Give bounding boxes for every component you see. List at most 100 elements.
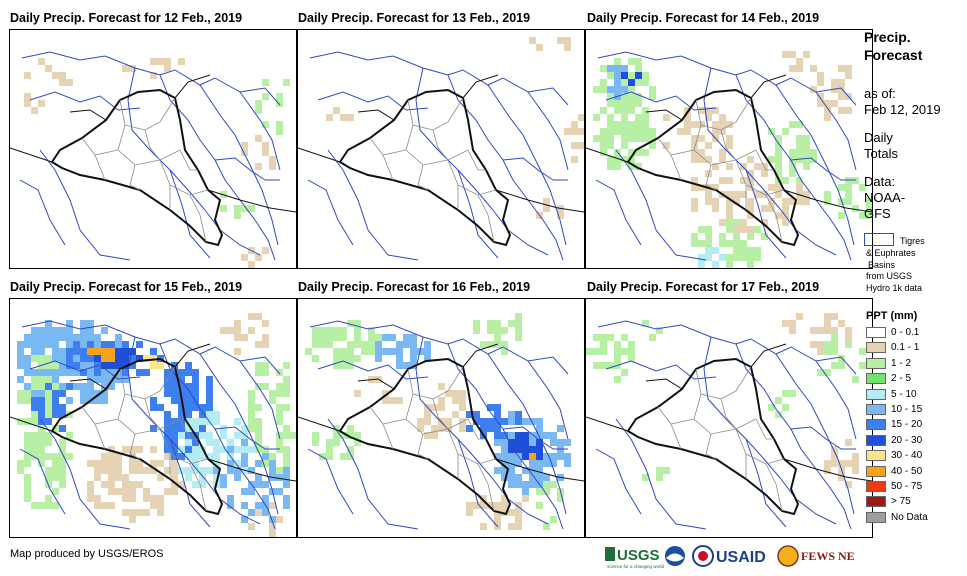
precip-cell bbox=[859, 362, 866, 369]
precip-cell bbox=[122, 65, 129, 72]
precip-cell bbox=[642, 135, 649, 142]
precip-cell bbox=[38, 432, 45, 439]
precip-cell bbox=[382, 334, 389, 341]
precip-cell bbox=[199, 411, 206, 418]
precip-cell bbox=[508, 523, 515, 530]
precip-cell bbox=[59, 390, 66, 397]
precip-cell bbox=[375, 348, 382, 355]
precip-cell bbox=[726, 205, 733, 212]
precip-cell bbox=[824, 467, 831, 474]
precip-cell bbox=[838, 93, 845, 100]
precip-cell bbox=[529, 37, 536, 44]
precip-cell bbox=[424, 411, 431, 418]
precip-cell bbox=[487, 418, 494, 425]
precip-cell bbox=[543, 488, 550, 495]
precip-cell bbox=[340, 334, 347, 341]
precip-cell bbox=[691, 198, 698, 205]
precip-cell bbox=[621, 86, 628, 93]
precip-cell bbox=[403, 362, 410, 369]
precip-cell bbox=[501, 418, 508, 425]
precip-cell bbox=[438, 425, 445, 432]
precip-cell bbox=[698, 226, 705, 233]
legend-swatch bbox=[866, 342, 886, 354]
precip-cell bbox=[438, 404, 445, 411]
precip-cell bbox=[852, 205, 859, 212]
precip-cell bbox=[649, 142, 656, 149]
precip-cell bbox=[213, 446, 220, 453]
legend-label: 50 - 75 bbox=[891, 481, 923, 492]
precip-cell bbox=[94, 376, 101, 383]
precip-cell bbox=[52, 425, 59, 432]
precip-cell bbox=[614, 107, 621, 114]
precip-cell bbox=[31, 341, 38, 348]
precip-cell bbox=[333, 439, 340, 446]
precip-cell bbox=[628, 341, 635, 348]
precip-cell bbox=[241, 149, 248, 156]
precip-cell bbox=[17, 376, 24, 383]
legend-item: 15 - 20 bbox=[866, 419, 922, 431]
precip-cell bbox=[796, 184, 803, 191]
precip-cell bbox=[536, 446, 543, 453]
precip-cell bbox=[501, 327, 508, 334]
precip-cell bbox=[782, 198, 789, 205]
precip-cell bbox=[663, 467, 670, 474]
sidebar-totals-line1: Daily bbox=[864, 130, 893, 145]
precip-cell bbox=[600, 135, 607, 142]
precip-cell bbox=[459, 425, 466, 432]
precip-cell bbox=[712, 128, 719, 135]
precip-cell bbox=[185, 362, 192, 369]
precip-cell bbox=[94, 355, 101, 362]
precip-cell bbox=[94, 348, 101, 355]
precip-cell bbox=[45, 320, 52, 327]
sidebar-asof-date: Feb 12, 2019 bbox=[864, 102, 941, 117]
precip-cell bbox=[396, 348, 403, 355]
precip-cell bbox=[529, 453, 536, 460]
precip-cell bbox=[487, 425, 494, 432]
precip-cell bbox=[803, 149, 810, 156]
precip-cell bbox=[501, 474, 508, 481]
partner-logos: USGS science for a changing world USAID … bbox=[605, 543, 863, 569]
legend-item: > 75 bbox=[866, 496, 911, 508]
precip-cell bbox=[255, 313, 262, 320]
precip-cell bbox=[403, 334, 410, 341]
legend-item: 0.1 - 1 bbox=[866, 342, 919, 354]
precip-cell bbox=[262, 93, 269, 100]
precip-cell bbox=[178, 58, 185, 65]
precip-cell bbox=[52, 502, 59, 509]
precip-cell bbox=[691, 149, 698, 156]
precip-cell bbox=[621, 114, 628, 121]
precip-cell bbox=[262, 247, 269, 254]
precip-cell bbox=[529, 474, 536, 481]
precip-cell bbox=[642, 72, 649, 79]
precip-cell bbox=[600, 128, 607, 135]
precip-cell bbox=[248, 418, 255, 425]
precip-cell bbox=[824, 320, 831, 327]
precip-cell bbox=[628, 100, 635, 107]
precip-cell bbox=[66, 397, 73, 404]
precip-cell bbox=[480, 418, 487, 425]
precip-cell bbox=[831, 460, 838, 467]
precip-cell bbox=[164, 58, 171, 65]
precip-cell bbox=[557, 453, 564, 460]
precip-cell bbox=[747, 233, 754, 240]
precip-cell bbox=[108, 488, 115, 495]
precip-cell bbox=[614, 58, 621, 65]
precip-cell bbox=[501, 467, 508, 474]
precip-cell bbox=[564, 439, 571, 446]
legend-item: 50 - 75 bbox=[866, 481, 922, 493]
precip-cell bbox=[101, 348, 108, 355]
precip-cell bbox=[248, 261, 255, 268]
precip-cell bbox=[796, 121, 803, 128]
precip-cell bbox=[269, 502, 276, 509]
precip-cell bbox=[578, 114, 584, 121]
precip-cell bbox=[536, 488, 543, 495]
precip-cell bbox=[326, 327, 333, 334]
precip-cell bbox=[494, 432, 501, 439]
precip-cell bbox=[494, 425, 501, 432]
precip-cell bbox=[199, 418, 206, 425]
precip-cell bbox=[94, 334, 101, 341]
precip-cell bbox=[31, 376, 38, 383]
precip-cell bbox=[101, 362, 108, 369]
precip-cell bbox=[789, 149, 796, 156]
precip-cell bbox=[326, 439, 333, 446]
